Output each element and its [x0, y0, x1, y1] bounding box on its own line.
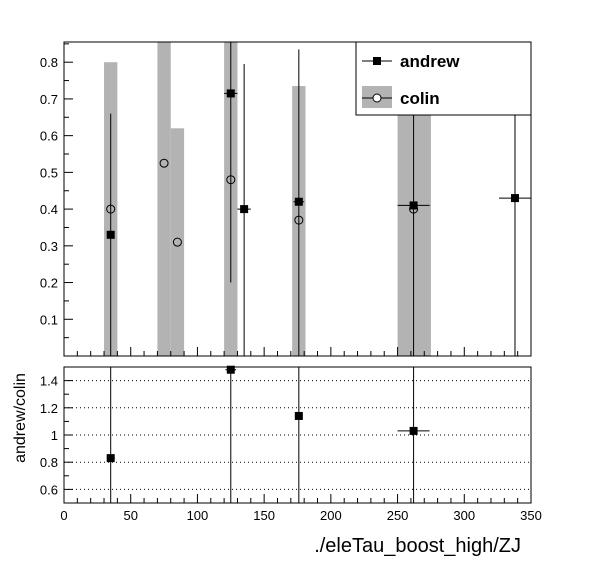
- colin-point-0: [106, 204, 116, 214]
- legend-andrew-marker: [373, 57, 381, 65]
- ratio-y-tick-label-0: 0.6: [40, 482, 58, 497]
- legend-colin-label: colin: [400, 89, 440, 108]
- andrew-point-5: [510, 194, 519, 203]
- main-panel: 0.1 0.2 0.3 0.4 0.5 0.6 0.7 0.8 andrew colin: [40, 41, 532, 357]
- andrew-point-2: [240, 205, 249, 214]
- main-y-axis: 0.1 0.2 0.3 0.4 0.5 0.6 0.7 0.8: [40, 43, 73, 339]
- main-x-axis: [63, 347, 532, 356]
- main-y-tick-label-4: 0.5: [40, 165, 58, 180]
- x-tick-label-1: 50: [123, 508, 137, 523]
- x-tick-label-0: 0: [60, 508, 67, 523]
- x-tick-label-5: 250: [387, 508, 409, 523]
- ratio-point-0: [106, 454, 115, 463]
- colin-point-4: [294, 215, 304, 225]
- colin-point-1: [159, 158, 169, 168]
- x-tick-label-2: 100: [187, 508, 209, 523]
- legend: andrew colin: [355, 41, 532, 116]
- ratio-point-1: [226, 365, 235, 374]
- main-y-tick-label-2: 0.3: [40, 239, 58, 254]
- colin-band-2: [170, 128, 185, 356]
- legend-colin-marker: [372, 93, 382, 103]
- main-y-tick-label-1: 0.2: [40, 276, 58, 291]
- ratio-y-tick-label-3: 1.2: [40, 401, 58, 416]
- ratio-markers: [106, 365, 418, 463]
- data-markers: [106, 89, 519, 247]
- ratio-x-axis: 0 50 100 150 200 250 300 350: [60, 494, 542, 523]
- andrew-point-3: [294, 197, 303, 206]
- andrew-point-1: [226, 89, 235, 98]
- main-plot-frame: [63, 41, 532, 357]
- ratio-error-bars: [106, 367, 430, 503]
- ratio-y-axis-title: andrew/colin: [12, 373, 29, 463]
- x-axis-title: ./eleTau_boost_high/ZJ: [314, 535, 521, 557]
- main-y-tick-label-6: 0.7: [40, 92, 58, 107]
- ratio-y-axis: 0.6 0.8 1 1.2 1.4: [40, 374, 73, 504]
- colin-point-2: [172, 237, 182, 247]
- ratio-y-tick-label-2: 1: [51, 428, 58, 443]
- main-y-tick-label-5: 0.6: [40, 129, 58, 144]
- main-y-tick-label-7: 0.8: [40, 55, 58, 70]
- ratio-y-tick-label-4: 1.4: [40, 374, 58, 389]
- andrew-point-0: [106, 230, 115, 239]
- x-tick-label-6: 300: [453, 508, 475, 523]
- x-tick-label-4: 200: [320, 508, 342, 523]
- colin-point-3: [226, 175, 236, 185]
- ratio-y-tick-label-1: 0.8: [40, 455, 58, 470]
- andrew-point-4: [409, 201, 418, 210]
- ratio-panel: 0.6 0.8 1 1.2 1.4 0 50 100 150 200 250 300 350: [40, 365, 542, 523]
- x-tick-label-3: 150: [253, 508, 275, 523]
- x-tick-label-7: 350: [520, 508, 542, 523]
- ratio-point-3: [409, 426, 418, 435]
- colin-band-1: [157, 42, 171, 356]
- main-y-tick-label-0: 0.1: [40, 312, 58, 327]
- ratio-point-2: [294, 411, 303, 420]
- main-y-tick-label-3: 0.4: [40, 202, 58, 217]
- legend-andrew-label: andrew: [400, 52, 460, 71]
